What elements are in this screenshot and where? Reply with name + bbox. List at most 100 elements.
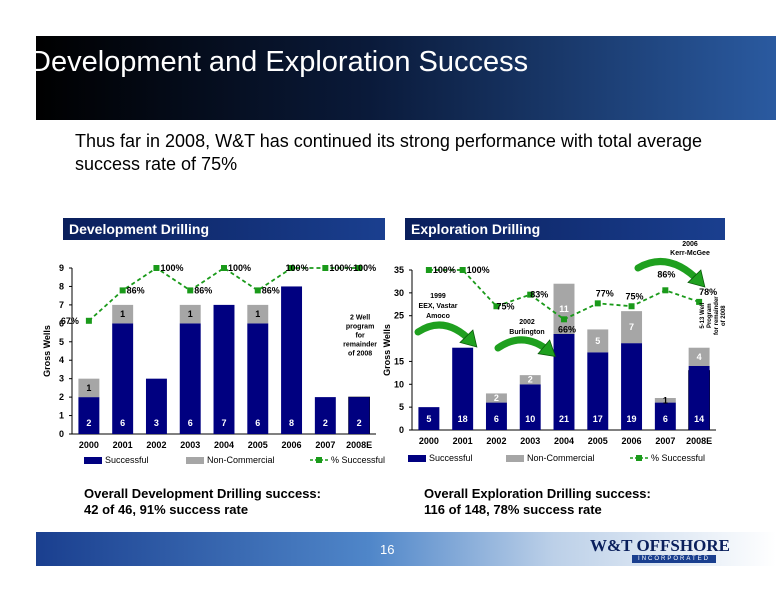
x-tick-label: 2008E: [686, 436, 712, 446]
percent-label: 75%: [496, 301, 514, 311]
page-number: 16: [380, 542, 395, 557]
x-tick-label: 2007: [315, 440, 335, 450]
legend-swatch-non-commercial: [186, 457, 204, 464]
y-axis-label: Gross Wells: [382, 324, 392, 376]
legend-swatch-successful: [84, 457, 102, 464]
exploration-summary-line1: Overall Exploration Drilling success:: [424, 486, 651, 501]
bar-successful-2006: [621, 343, 643, 430]
bar-label-successful: 5: [426, 414, 431, 424]
bar-successful-2003: [179, 323, 201, 434]
y-tick-label: 0: [399, 425, 404, 435]
bar-label-successful: 3: [154, 418, 159, 428]
percent-label: 75%: [626, 291, 644, 301]
percent-label: 100%: [353, 263, 376, 273]
y-tick-label: 35: [394, 265, 404, 275]
percent-successful-line: [88, 266, 360, 322]
x-tick-label: 2002: [146, 440, 166, 450]
percent-label: 78%: [699, 287, 717, 297]
percent-label: 100%: [228, 263, 251, 273]
x-tick-label: 2004: [214, 440, 234, 450]
x-tick-label: 2001: [113, 440, 133, 450]
exploration-program-callout-line: of 2008: [721, 305, 725, 326]
y-tick-label: 10: [394, 379, 404, 389]
bar-label-non-commercial: 2: [494, 393, 499, 403]
development-program-callout-line: of 2008: [348, 351, 372, 358]
exploration-callout-2006-line: Kerr-McGee: [670, 250, 710, 257]
x-tick-label: 2006: [282, 440, 302, 450]
percent-label: 86%: [262, 285, 280, 295]
percent-point-2002: [153, 265, 160, 271]
exploration-panel-title: Exploration Drilling: [405, 218, 725, 240]
bar-label-non-commercial: 7: [629, 322, 634, 332]
bar-label-successful: 2: [323, 418, 328, 428]
exploration-callout-2002: 2002 Burlington: [509, 319, 544, 336]
bar-non-commercial-2002: [485, 393, 507, 403]
percent-point-2002: [493, 303, 500, 310]
bar-successful-2000: [418, 407, 440, 430]
bar-successful-2008E: [688, 366, 710, 430]
x-tick-label: 2004: [554, 436, 574, 446]
legend-label-percent: % Successful: [331, 455, 385, 465]
bar-non-commercial-2005: [247, 304, 269, 324]
y-tick-label: 3: [59, 374, 64, 384]
legend-label-successful: Successful: [105, 455, 149, 465]
percent-point-2004: [221, 265, 227, 271]
y-tick-label: 7: [59, 300, 64, 310]
legend-label-percent: % Successful: [651, 453, 705, 463]
logo-subtext: INCORPORATED: [632, 555, 716, 563]
development-program-callout-line: for: [355, 333, 365, 340]
bar-non-commercial-2003: [519, 375, 541, 385]
bar-non-commercial-2005: [587, 329, 609, 353]
bar-label-non-commercial: 4: [697, 352, 702, 362]
bar-successful-2000: [78, 397, 100, 434]
exploration-callout-1999-line: EEX, Vastar: [419, 303, 458, 310]
bar-successful-2005: [247, 323, 269, 434]
percent-point-2005: [594, 300, 601, 307]
percent-point-2003: [527, 291, 534, 298]
bar-successful-2004: [553, 334, 575, 430]
percent-point-2003: [187, 287, 194, 294]
percent-label: 100%: [286, 263, 309, 273]
y-tick-label: 0: [59, 429, 64, 439]
exploration-program-callout: 5-13 WellProgramfor remainderof 2008: [700, 296, 725, 335]
percent-label: 100%: [433, 265, 456, 275]
exploration-callout-2006: 2006 Kerr-McGee: [670, 241, 710, 257]
y-tick-label: 6: [59, 318, 64, 328]
development-program-callout-line: remainder: [343, 342, 377, 349]
exploration-callout-1999-line: Amoco: [426, 313, 450, 320]
percent-point-2006: [628, 303, 635, 310]
development-summary: Overall Development Drilling success: 42…: [84, 486, 321, 518]
x-tick-label: 2005: [248, 440, 268, 450]
percent-label: 86%: [127, 285, 145, 295]
exploration-arrow-1999-head: [459, 329, 478, 348]
percent-label: 100%: [329, 263, 352, 273]
bar-non-commercial-2000: [78, 378, 100, 398]
x-tick-label: 2007: [655, 436, 675, 446]
y-tick-label: 30: [394, 288, 404, 298]
legend-swatch-non-commercial: [506, 455, 524, 462]
bar-label-successful: 18: [458, 414, 468, 424]
exploration-program-callout-line: for remainder: [714, 296, 720, 335]
bar-label-successful: 7: [221, 418, 226, 428]
bar-label-non-commercial: 1: [255, 309, 260, 319]
percent-label: 77%: [596, 288, 614, 298]
bar-successful-2003: [519, 384, 541, 430]
exploration-summary-line2: 116 of 148, 78% success rate: [424, 502, 602, 517]
percent-label: 66%: [558, 324, 576, 334]
bar-label-successful: 2: [86, 418, 91, 428]
bar-label-successful: 14: [694, 414, 704, 424]
bar-successful-2008E: [348, 397, 370, 434]
legend-swatch-successful: [408, 455, 426, 462]
bar-label-successful: 6: [188, 418, 193, 428]
bar-label-successful: 2: [357, 418, 362, 428]
x-tick-label: 2003: [520, 436, 540, 446]
y-tick-label: 4: [59, 355, 64, 365]
bar-successful-2005: [587, 352, 609, 430]
development-program-callout: 2 Well program for remainder of 2008: [343, 315, 377, 358]
x-tick-label: 2000: [79, 440, 99, 450]
bar-non-commercial-2008E: [688, 347, 710, 366]
y-tick-label: 25: [394, 311, 404, 321]
exploration-callout-1999-line: 1999: [430, 293, 446, 300]
percent-label: 100%: [160, 263, 183, 273]
bar-label-non-commercial: 1: [120, 309, 125, 319]
